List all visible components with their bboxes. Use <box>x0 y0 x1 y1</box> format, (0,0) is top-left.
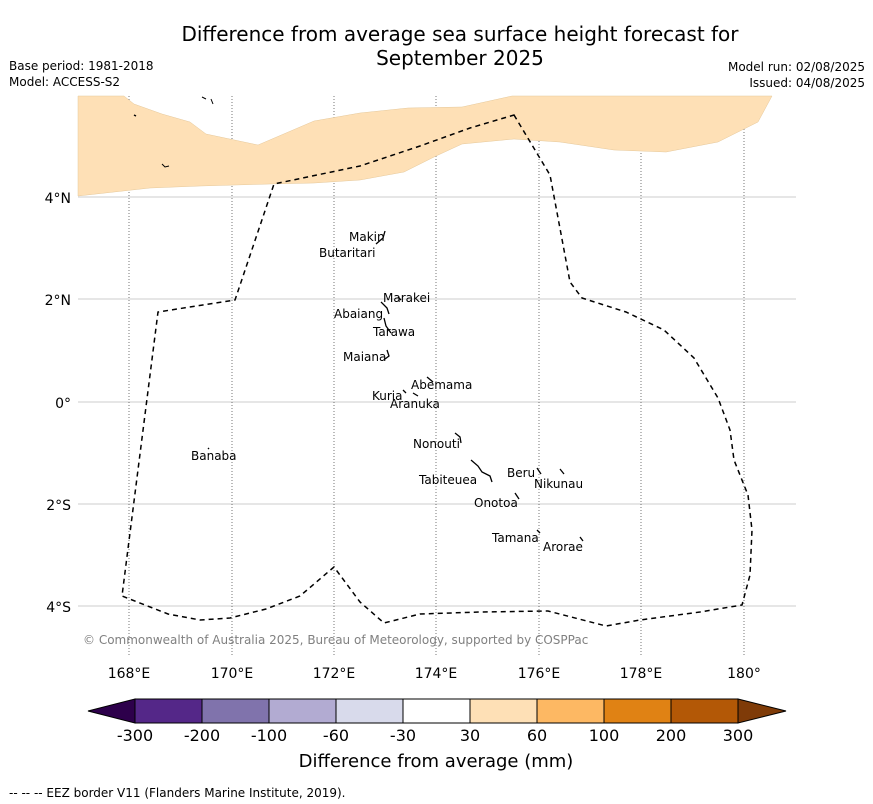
colorbar-tick: 300 <box>723 726 754 745</box>
colorbar-under-arrow <box>87 698 136 724</box>
label-aranuka: Aranuka <box>390 397 440 411</box>
label-kuria: Kuria <box>372 389 403 403</box>
lat-gridlines <box>78 196 796 607</box>
lon-tick-180: 180° <box>727 666 761 682</box>
meta-right: Model run: 02/08/2025 Issued: 04/08/2025 <box>728 59 865 91</box>
label-abaiang: Abaiang <box>334 307 383 321</box>
colorbar-bin <box>402 698 471 724</box>
colorbar-tick: -60 <box>323 726 349 745</box>
lat-tick-labels: 4°N 2°N 0° 2°S 4°S <box>45 191 72 616</box>
label-marakei: Marakei <box>383 291 430 305</box>
lat-tick-2n: 2°N <box>45 293 71 309</box>
colorbar-bin <box>134 698 203 724</box>
label-butaritari: Butaritari <box>319 246 376 260</box>
island-arorae <box>579 536 584 542</box>
colorbar-label: Difference from average (mm) <box>299 751 574 772</box>
colorbar-bin <box>469 698 538 724</box>
lon-tick-176e: 176°E <box>518 666 561 682</box>
title-line-2: September 2025 <box>376 46 544 70</box>
label-maiana: Maiana <box>343 350 386 364</box>
lat-tick-2s: 2°S <box>46 498 71 514</box>
colorbar-bin <box>268 698 337 724</box>
lon-tick-172e: 172°E <box>313 666 356 682</box>
island-tarawa <box>383 317 392 334</box>
label-abemama: Abemama <box>411 378 472 392</box>
colorbar-tick: 30 <box>460 726 480 745</box>
label-onotoa: Onotoa <box>474 496 518 510</box>
issued-date: Issued: 04/08/2025 <box>749 76 865 90</box>
colorbar-tick: -30 <box>390 726 416 745</box>
islet <box>133 114 137 117</box>
copyright-credit: © Commonwealth of Australia 2025, Bureau… <box>83 633 588 647</box>
label-tabiteuea: Tabiteuea <box>418 473 477 487</box>
label-nonouti: Nonouti <box>413 437 460 451</box>
island-makin <box>375 230 386 245</box>
islands <box>207 230 584 542</box>
colorbar-bin <box>201 698 270 724</box>
colorbar-tick: -300 <box>117 726 153 745</box>
lat-tick-0: 0° <box>55 396 71 412</box>
colorbar-bin <box>536 698 605 724</box>
island-nikunau <box>559 468 565 475</box>
island-onotoa <box>514 492 520 500</box>
lon-tick-178e: 178°E <box>620 666 663 682</box>
base-period: Base period: 1981-2018 <box>9 59 154 73</box>
island-beru <box>536 467 542 475</box>
island-abemama <box>426 376 434 383</box>
label-arorae: Arorae <box>543 540 583 554</box>
eez-legend-note: -- -- -- EEZ border V11 (Flanders Marine… <box>9 786 346 800</box>
lon-gridlines <box>128 96 745 655</box>
islet <box>161 163 170 168</box>
anomaly-30-60-area <box>77 95 773 197</box>
lat-tick-4s: 4°S <box>46 600 71 616</box>
island-kuria-aranuka <box>402 389 419 397</box>
lon-tick-174e: 174°E <box>415 666 458 682</box>
eez-border <box>121 114 753 627</box>
place-labels: Makin Butaritari Marakei Abaiang Tarawa … <box>191 230 583 554</box>
island-tamana <box>536 529 541 534</box>
label-nikunau: Nikunau <box>534 477 583 491</box>
colorbar-tick-labels: -300 -200 -100 -60 -30 30 60 100 200 300 <box>117 726 753 745</box>
lon-tick-168e: 168°E <box>108 666 151 682</box>
map-title: Difference from average sea surface heig… <box>150 22 770 70</box>
lon-tick-labels: 168°E 170°E 172°E 174°E 176°E 178°E 180° <box>108 666 761 682</box>
colorbar-bin <box>603 698 672 724</box>
title-line-1: Difference from average sea surface heig… <box>181 22 739 46</box>
colorbar <box>87 698 787 724</box>
lat-tick-4n: 4°N <box>45 191 71 207</box>
meta-left: Base period: 1981-2018 Model: ACCESS-S2 <box>9 58 154 90</box>
island-abaiang <box>380 301 390 315</box>
colorbar-tick: -200 <box>184 726 220 745</box>
colorbar-tick: 100 <box>589 726 620 745</box>
colorbar-bin <box>670 698 739 724</box>
island-nonouti <box>454 432 462 444</box>
colorbar-bin <box>335 698 404 724</box>
island-banaba <box>207 447 210 450</box>
model-name: Model: ACCESS-S2 <box>9 75 121 89</box>
label-tamana: Tamana <box>491 531 539 545</box>
label-makin: Makin <box>349 230 385 244</box>
colorbar-tick: -100 <box>251 726 287 745</box>
label-tarawa: Tarawa <box>372 325 415 339</box>
model-run: Model run: 02/08/2025 <box>727 60 865 74</box>
label-banaba: Banaba <box>191 449 237 463</box>
lon-tick-170e: 170°E <box>211 666 254 682</box>
coast-fragment <box>201 96 214 105</box>
island-marakei <box>397 296 402 301</box>
colorbar-tick: 200 <box>656 726 687 745</box>
colorbar-tick: 60 <box>527 726 547 745</box>
label-beru: Beru <box>507 466 535 480</box>
island-tabiteuea <box>470 459 493 483</box>
island-maiana <box>384 349 390 360</box>
colorbar-over-arrow <box>737 698 787 724</box>
